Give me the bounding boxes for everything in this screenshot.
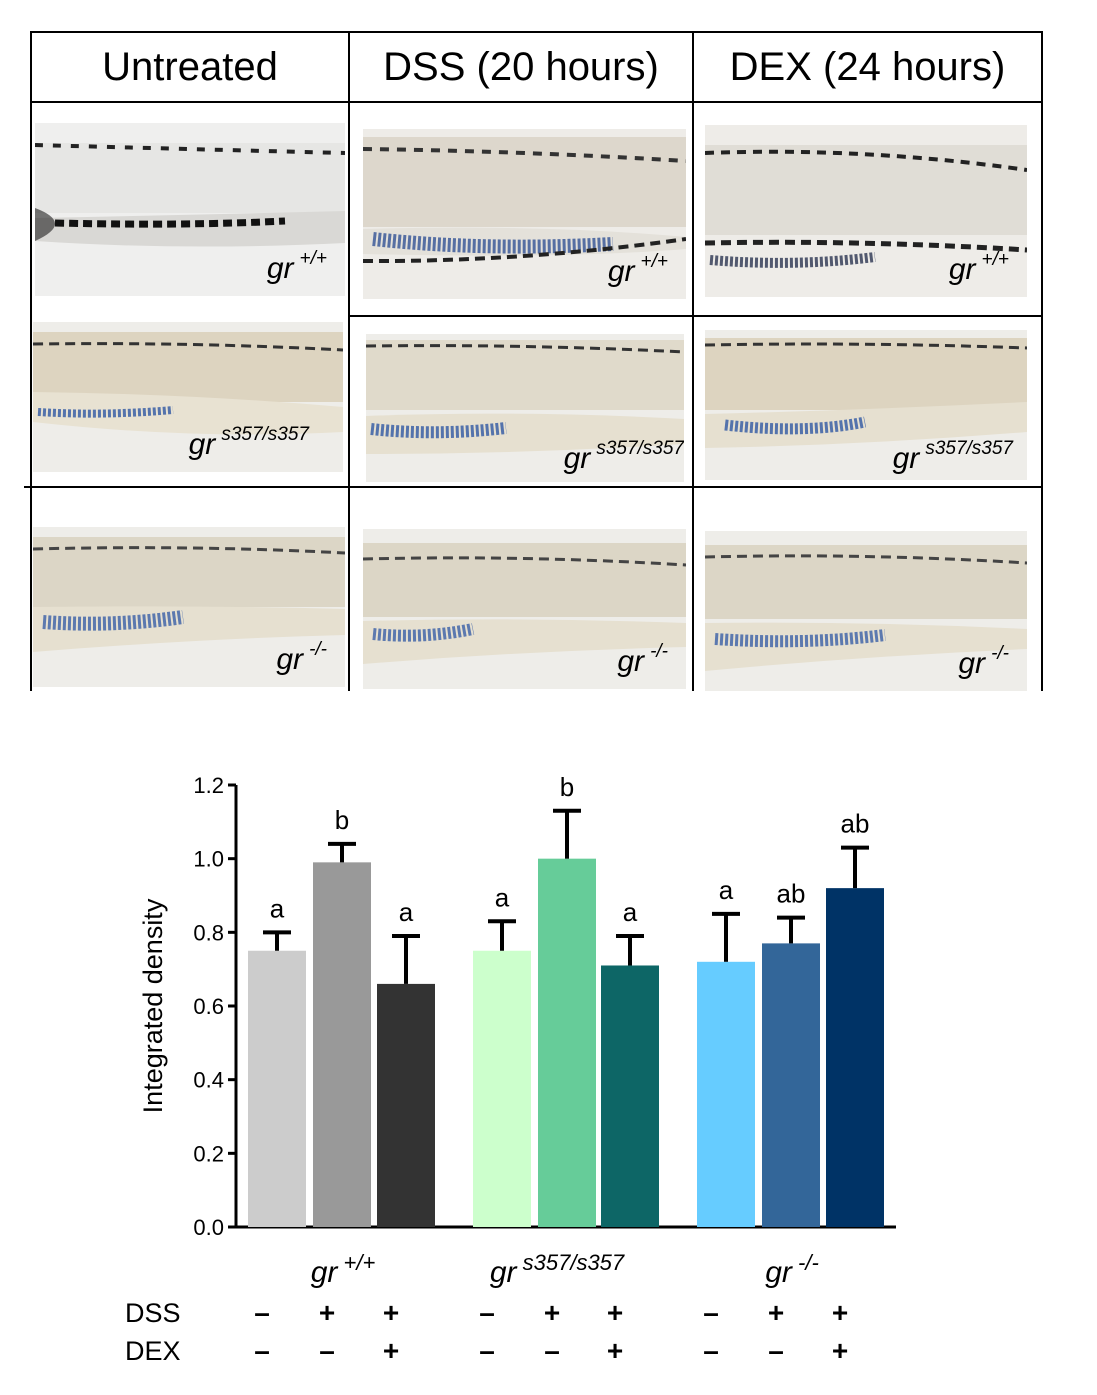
y-tick-label: 0.2 [193, 1141, 224, 1166]
grid-divider [1041, 103, 1043, 691]
genotype-label: gr -/- [958, 643, 1009, 680]
larva-image [35, 123, 345, 296]
bar [313, 862, 371, 1227]
y-tick-label: 1.0 [193, 847, 224, 872]
grid-divider [30, 103, 32, 691]
bar [377, 983, 435, 1227]
bar [248, 950, 306, 1227]
column-header-label: DSS (20 hours) [383, 44, 659, 89]
grid-divider [24, 486, 1043, 488]
micrograph-panel: gr s357/s357 [366, 334, 684, 482]
column-header-untreated: Untreated [30, 31, 350, 103]
significance-letter: a [495, 882, 510, 912]
grid-divider [348, 103, 350, 691]
treatment-sign: + [319, 1297, 335, 1328]
grid-divider [692, 103, 694, 691]
treatment-sign: – [703, 1297, 719, 1328]
micrograph-panel: gr s357/s357 [705, 330, 1027, 480]
bar [601, 965, 659, 1227]
treatment-sign: – [544, 1335, 560, 1366]
significance-letter: a [399, 897, 414, 927]
larva-image [705, 125, 1027, 297]
bar [473, 950, 531, 1227]
genotype-label: gr s357/s357 [188, 424, 309, 461]
group-label-superscript: +/+ [337, 1250, 375, 1275]
bar [538, 858, 596, 1227]
treatment-sign: + [832, 1297, 848, 1328]
larva-image [705, 531, 1027, 691]
treatment-sign: + [544, 1297, 560, 1328]
bar [762, 943, 820, 1227]
y-tick-label: 1.2 [193, 773, 224, 798]
larva-image [705, 330, 1027, 480]
larva-image [363, 129, 686, 299]
micrograph-panel: gr +/+ [363, 129, 686, 299]
significance-letter: b [560, 772, 574, 802]
larva-image [363, 529, 686, 689]
treatment-row-label: DSS [125, 1298, 181, 1328]
group-label-superscript: -/- [792, 1250, 819, 1275]
genotype-label: gr s357/s357 [892, 438, 1013, 475]
treatment-sign: – [254, 1297, 270, 1328]
column-header-label: Untreated [102, 44, 278, 89]
treatment-sign: + [607, 1335, 623, 1366]
treatment-sign: + [383, 1335, 399, 1366]
y-tick-label: 0.4 [193, 1068, 224, 1093]
y-tick-label: 0.8 [193, 920, 224, 945]
treatment-sign: – [703, 1335, 719, 1366]
treatment-sign: – [254, 1335, 270, 1366]
treatment-sign: + [832, 1335, 848, 1366]
micrograph-panel: gr +/+ [705, 125, 1027, 297]
group-label-base: gr [311, 1256, 339, 1289]
group-label-superscript: s357/s357 [517, 1250, 625, 1275]
group-label: gr -/- [765, 1250, 819, 1289]
genotype-label: gr +/+ [607, 251, 668, 288]
y-tick-label: 0.6 [193, 994, 224, 1019]
significance-letter: a [623, 897, 638, 927]
significance-letter: ab [777, 879, 806, 909]
genotype-label: gr s357/s357 [563, 438, 684, 475]
group-label-base: gr [765, 1256, 793, 1289]
group-label: gr s357/s357 [490, 1250, 625, 1289]
micrograph-panel: gr s357/s357 [33, 322, 343, 472]
y-axis-label: Integrated density [138, 898, 168, 1113]
group-label-base: gr [490, 1256, 518, 1289]
treatment-sign: + [383, 1297, 399, 1328]
micrograph-panel: gr -/- [33, 527, 345, 687]
bar-chart: 0.0 0.2 0.4 0.6 0.8 1.0 1.2 Integrated density a… [125, 772, 896, 1366]
column-header-dex: DEX (24 hours) [692, 31, 1043, 103]
significance-letter: a [270, 893, 285, 923]
micrograph-panel: gr -/- [363, 529, 686, 689]
treatment-sign: + [768, 1297, 784, 1328]
larva-image [33, 322, 343, 472]
genotype-label: gr +/+ [948, 249, 1009, 286]
genotype-label: gr -/- [276, 639, 327, 676]
grid-divider [348, 315, 1043, 317]
treatment-row-label: DEX [125, 1336, 181, 1366]
genotype-label: gr +/+ [266, 248, 327, 285]
treatment-sign: – [479, 1297, 495, 1328]
significance-letter: ab [841, 809, 870, 839]
micrograph-panel: gr -/- [705, 531, 1027, 691]
treatment-sign: – [768, 1335, 784, 1366]
group-label: gr +/+ [311, 1250, 376, 1289]
treatment-sign: + [607, 1297, 623, 1328]
bar [826, 888, 884, 1227]
larva-image [33, 527, 345, 687]
micrograph-grid: Untreated DSS (20 hours) DEX (24 hours) … [24, 31, 1043, 691]
larva-image [366, 334, 684, 482]
bar [697, 961, 755, 1227]
column-header-dss: DSS (20 hours) [348, 31, 694, 103]
significance-letter: a [719, 875, 734, 905]
significance-letter: b [335, 805, 349, 835]
genotype-label: gr -/- [617, 641, 668, 678]
y-tick-label: 0.0 [193, 1215, 224, 1240]
micrograph-panel: gr +/+ [35, 123, 345, 296]
treatment-sign: – [319, 1335, 335, 1366]
treatment-sign: – [479, 1335, 495, 1366]
column-header-label: DEX (24 hours) [729, 44, 1006, 89]
